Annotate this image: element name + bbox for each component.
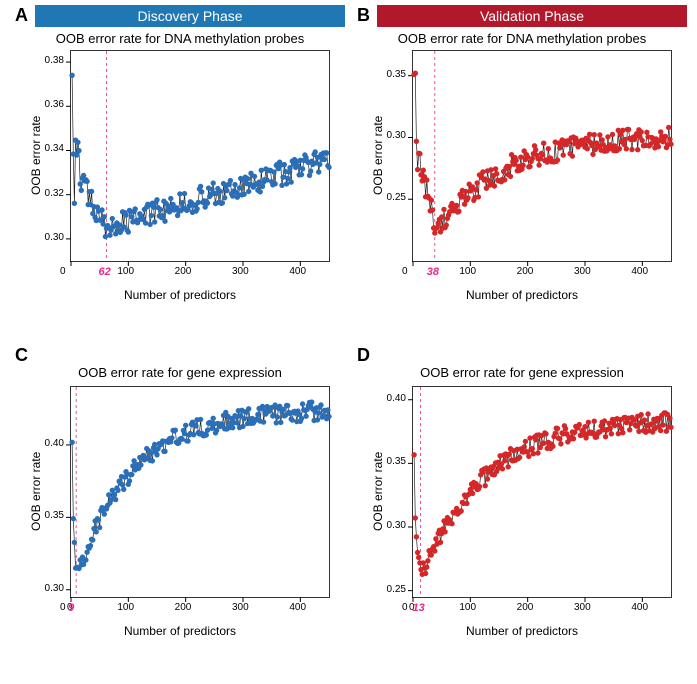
panel-D: DOOB error rate for gene expression OOB e… — [357, 345, 687, 665]
y-tick-label: 0.36 — [45, 99, 64, 110]
panel-B: B Validation Phase OOB error rate for DNA … — [357, 5, 687, 325]
y-tick-label: 0.38 — [45, 55, 64, 66]
y-tick-label: 0.35 — [387, 456, 406, 467]
x-tick-label: 100 — [459, 602, 476, 613]
y-axis-label-D: OOB error rate — [371, 452, 385, 531]
y-tick-label: 0.30 — [387, 130, 406, 141]
y-tick-label: 0.34 — [45, 143, 64, 154]
x-tick-label: 400 — [289, 602, 306, 613]
vline-label-A: 62 — [99, 266, 111, 278]
plot-area-D — [412, 386, 672, 598]
x-tick-label: 200 — [175, 266, 192, 277]
x-tick-label: 100 — [117, 602, 134, 613]
y-tick-label: 0.40 — [45, 438, 64, 449]
x-tick-label: 400 — [631, 266, 648, 277]
vline-label-B: 38 — [427, 266, 439, 278]
chart-title-D: OOB error rate for gene expression — [357, 365, 687, 380]
y-tick-label: 0.30 — [45, 232, 64, 243]
x-tick-label: 300 — [574, 266, 591, 277]
x-tick-label: 0 — [60, 602, 66, 613]
panel-A: A Discovery Phase OOB error rate for DNA m… — [15, 5, 345, 325]
x-axis-label-B: Number of predictors — [357, 288, 687, 302]
x-tick-label: 200 — [175, 602, 192, 613]
figure-container: A Discovery Phase OOB error rate for DNA m… — [0, 0, 697, 684]
chart-title-C: OOB error rate for gene expression — [15, 365, 345, 380]
x-tick-label: 200 — [517, 602, 534, 613]
y-tick-label: 0.25 — [387, 584, 406, 595]
series-line — [72, 402, 329, 568]
y-tick-label: 0.25 — [387, 192, 406, 203]
plot-area-B — [412, 50, 672, 262]
x-tick-label: 100 — [459, 266, 476, 277]
phase-banner-A: Discovery Phase — [35, 5, 345, 27]
y-tick-label: 0.30 — [387, 520, 406, 531]
plot-area-A — [70, 50, 330, 262]
x-tick-label: 0 — [402, 602, 408, 613]
y-axis-label-C: OOB error rate — [29, 452, 43, 531]
y-tick-label: 0.30 — [45, 583, 64, 594]
plot-area-C — [70, 386, 330, 598]
series-line — [72, 75, 329, 236]
y-axis-label-B: OOB error rate — [371, 116, 385, 195]
x-tick-label: 0 — [60, 266, 66, 277]
x-tick-label: 400 — [631, 602, 648, 613]
vline-label-C: 9 — [68, 602, 74, 614]
chart-title-A: OOB error rate for DNA methylation probe… — [15, 31, 345, 46]
x-axis-label-D: Number of predictors — [357, 624, 687, 638]
x-tick-label: 0 — [402, 266, 408, 277]
panel-letter-B: B — [357, 5, 370, 26]
y-tick-label: 0.35 — [45, 510, 64, 521]
phase-banner-B: Validation Phase — [377, 5, 687, 27]
panel-C: COOB error rate for gene expression OOB e… — [15, 345, 345, 665]
x-axis-label-A: Number of predictors — [15, 288, 345, 302]
y-tick-label: 0.32 — [45, 188, 64, 199]
panel-letter-D: D — [357, 345, 370, 366]
panel-letter-C: C — [15, 345, 28, 366]
panel-letter-A: A — [15, 5, 28, 26]
x-tick-label: 200 — [517, 266, 534, 277]
x-tick-label: 300 — [574, 602, 591, 613]
chart-title-B: OOB error rate for DNA methylation probe… — [357, 31, 687, 46]
y-tick-label: 0.35 — [387, 69, 406, 80]
x-tick-label: 400 — [289, 266, 306, 277]
x-tick-label: 300 — [232, 602, 249, 613]
vline-label-D: 13 — [412, 602, 424, 614]
x-tick-label: 100 — [117, 266, 134, 277]
x-axis-label-C: Number of predictors — [15, 624, 345, 638]
y-axis-label-A: OOB error rate — [29, 116, 43, 195]
x-tick-label: 300 — [232, 266, 249, 277]
y-tick-label: 0.40 — [387, 393, 406, 404]
